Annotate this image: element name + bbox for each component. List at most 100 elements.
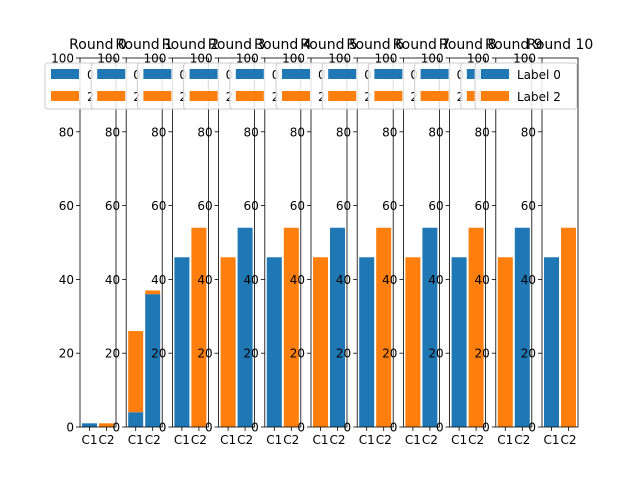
legend-swatch <box>328 91 357 101</box>
x-tick-label: C1 <box>220 433 236 447</box>
legend-swatch <box>235 91 264 101</box>
panel-title: Round 1 <box>115 37 173 53</box>
bar-c2-series-0 <box>330 227 345 427</box>
axes-frame <box>495 57 533 428</box>
bar-c2-series-0 <box>514 227 530 427</box>
axes-frame <box>79 57 117 428</box>
bar-c2-series-1 <box>561 227 576 427</box>
y-tick-label: 0 <box>297 421 305 435</box>
y-tick-label: 40 <box>151 273 166 287</box>
x-tick-label: C2 <box>560 433 576 447</box>
bar-c2-series-0 <box>237 227 253 427</box>
y-tick-label: 80 <box>244 125 259 139</box>
axes-frame <box>356 57 394 428</box>
bar-c2-series-0 <box>145 294 161 427</box>
legend-swatch <box>51 69 79 79</box>
y-tick-label: 20 <box>244 347 259 361</box>
axes-frame <box>171 57 209 428</box>
y-tick-label: 80 <box>151 125 166 139</box>
y-tick-label: 20 <box>151 347 166 361</box>
y-tick-label: 0 <box>113 421 121 435</box>
y-tick-label: 60 <box>475 199 490 213</box>
y-tick-label: 40 <box>382 273 397 287</box>
y-tick-label: 80 <box>336 125 351 139</box>
panel-0: C1 C2 <box>76 57 117 447</box>
panel-4: C1 C2 <box>260 57 302 447</box>
y-tick-label: 100 <box>282 52 305 66</box>
y-tick-label: 80 <box>290 125 305 139</box>
y-tick-label: 20 <box>197 347 212 361</box>
y-tick-label: 40 <box>521 273 536 287</box>
bar-c2-series-0 <box>422 227 438 427</box>
y-tick-label: 40 <box>475 273 490 287</box>
legend-swatch <box>420 91 449 101</box>
x-tick-label: C2 <box>191 433 207 447</box>
legend-swatch <box>97 91 126 101</box>
y-tick-label: 80 <box>475 125 490 139</box>
legend-swatch <box>481 91 509 101</box>
bar-c1-series-1 <box>405 257 421 427</box>
axes-frame <box>449 57 487 428</box>
legend-swatch <box>481 69 509 79</box>
y-tick-label: 60 <box>290 199 305 213</box>
legend-label: Label 2 <box>517 90 561 104</box>
bar-c1-series-1 <box>313 257 328 427</box>
legend-swatch <box>374 69 403 79</box>
bar-c1-series-0 <box>266 257 282 427</box>
panel-title: Round 5 <box>300 37 358 53</box>
y-tick-label: 40 <box>428 273 443 287</box>
y-tick-label: 20 <box>290 347 305 361</box>
y-tick-label: 60 <box>151 199 166 213</box>
panel-title: Round 6 <box>346 37 404 53</box>
panel-3: C1 C2 <box>214 57 256 447</box>
panel-title: Round 10 <box>527 37 594 53</box>
y-tick-label: 60 <box>382 199 397 213</box>
y-tick-label: 80 <box>197 125 212 139</box>
legend-swatch <box>374 91 403 101</box>
panel-5: C1 C2 <box>307 57 348 447</box>
legend-swatch <box>282 91 310 101</box>
legend-swatch <box>328 69 357 79</box>
y-tick-label: 60 <box>105 199 120 213</box>
y-tick-label: 80 <box>521 125 536 139</box>
x-tick-label: C1 <box>451 433 467 447</box>
legend-swatch <box>189 69 218 79</box>
panel-9: C1 C2 <box>491 57 533 447</box>
y-tick-label: 100 <box>236 52 259 66</box>
y-tick-label: 40 <box>244 273 259 287</box>
legend-swatch <box>97 69 126 79</box>
x-tick-label: C2 <box>376 433 392 447</box>
y-tick-label: 0 <box>344 421 352 435</box>
x-tick-label: C2 <box>283 433 299 447</box>
axes-background <box>80 58 116 427</box>
panel-10: C1 C2 <box>538 57 579 447</box>
y-tick-label: 100 <box>421 52 444 66</box>
x-tick-label: C1 <box>405 433 421 447</box>
x-tick-label: C2 <box>329 433 345 447</box>
y-tick-label: 100 <box>328 52 351 66</box>
panel-title: Round 2 <box>162 37 220 53</box>
bar-c1-series-0 <box>128 412 144 427</box>
axes-frame <box>541 57 579 428</box>
x-tick-label: C1 <box>81 433 97 447</box>
legend: Label 0 Label 2 <box>474 62 578 110</box>
y-tick-label: 0 <box>528 421 536 435</box>
x-tick-label: C2 <box>468 433 484 447</box>
y-tick-label: 40 <box>59 273 74 287</box>
panel-7: C1 C2 <box>399 57 440 447</box>
panel-6: C1 C2 <box>353 57 394 447</box>
legend-label: Label 0 <box>517 68 561 82</box>
bar-c2-series-1 <box>191 227 207 427</box>
y-tick-label: 40 <box>336 273 351 287</box>
y-tick-label: 0 <box>482 421 490 435</box>
axes-frame <box>402 57 440 428</box>
y-tick-label: 60 <box>428 199 443 213</box>
x-tick-label: C1 <box>312 433 328 447</box>
bar-c1-series-1 <box>128 331 144 413</box>
bar-c1-series-0 <box>451 257 467 427</box>
bar-c2-series-1 <box>145 290 161 295</box>
legend-swatch <box>235 69 264 79</box>
y-tick-label: 100 <box>374 52 397 66</box>
panel-title: Round 9 <box>485 37 543 53</box>
y-tick-label: 100 <box>97 52 120 66</box>
